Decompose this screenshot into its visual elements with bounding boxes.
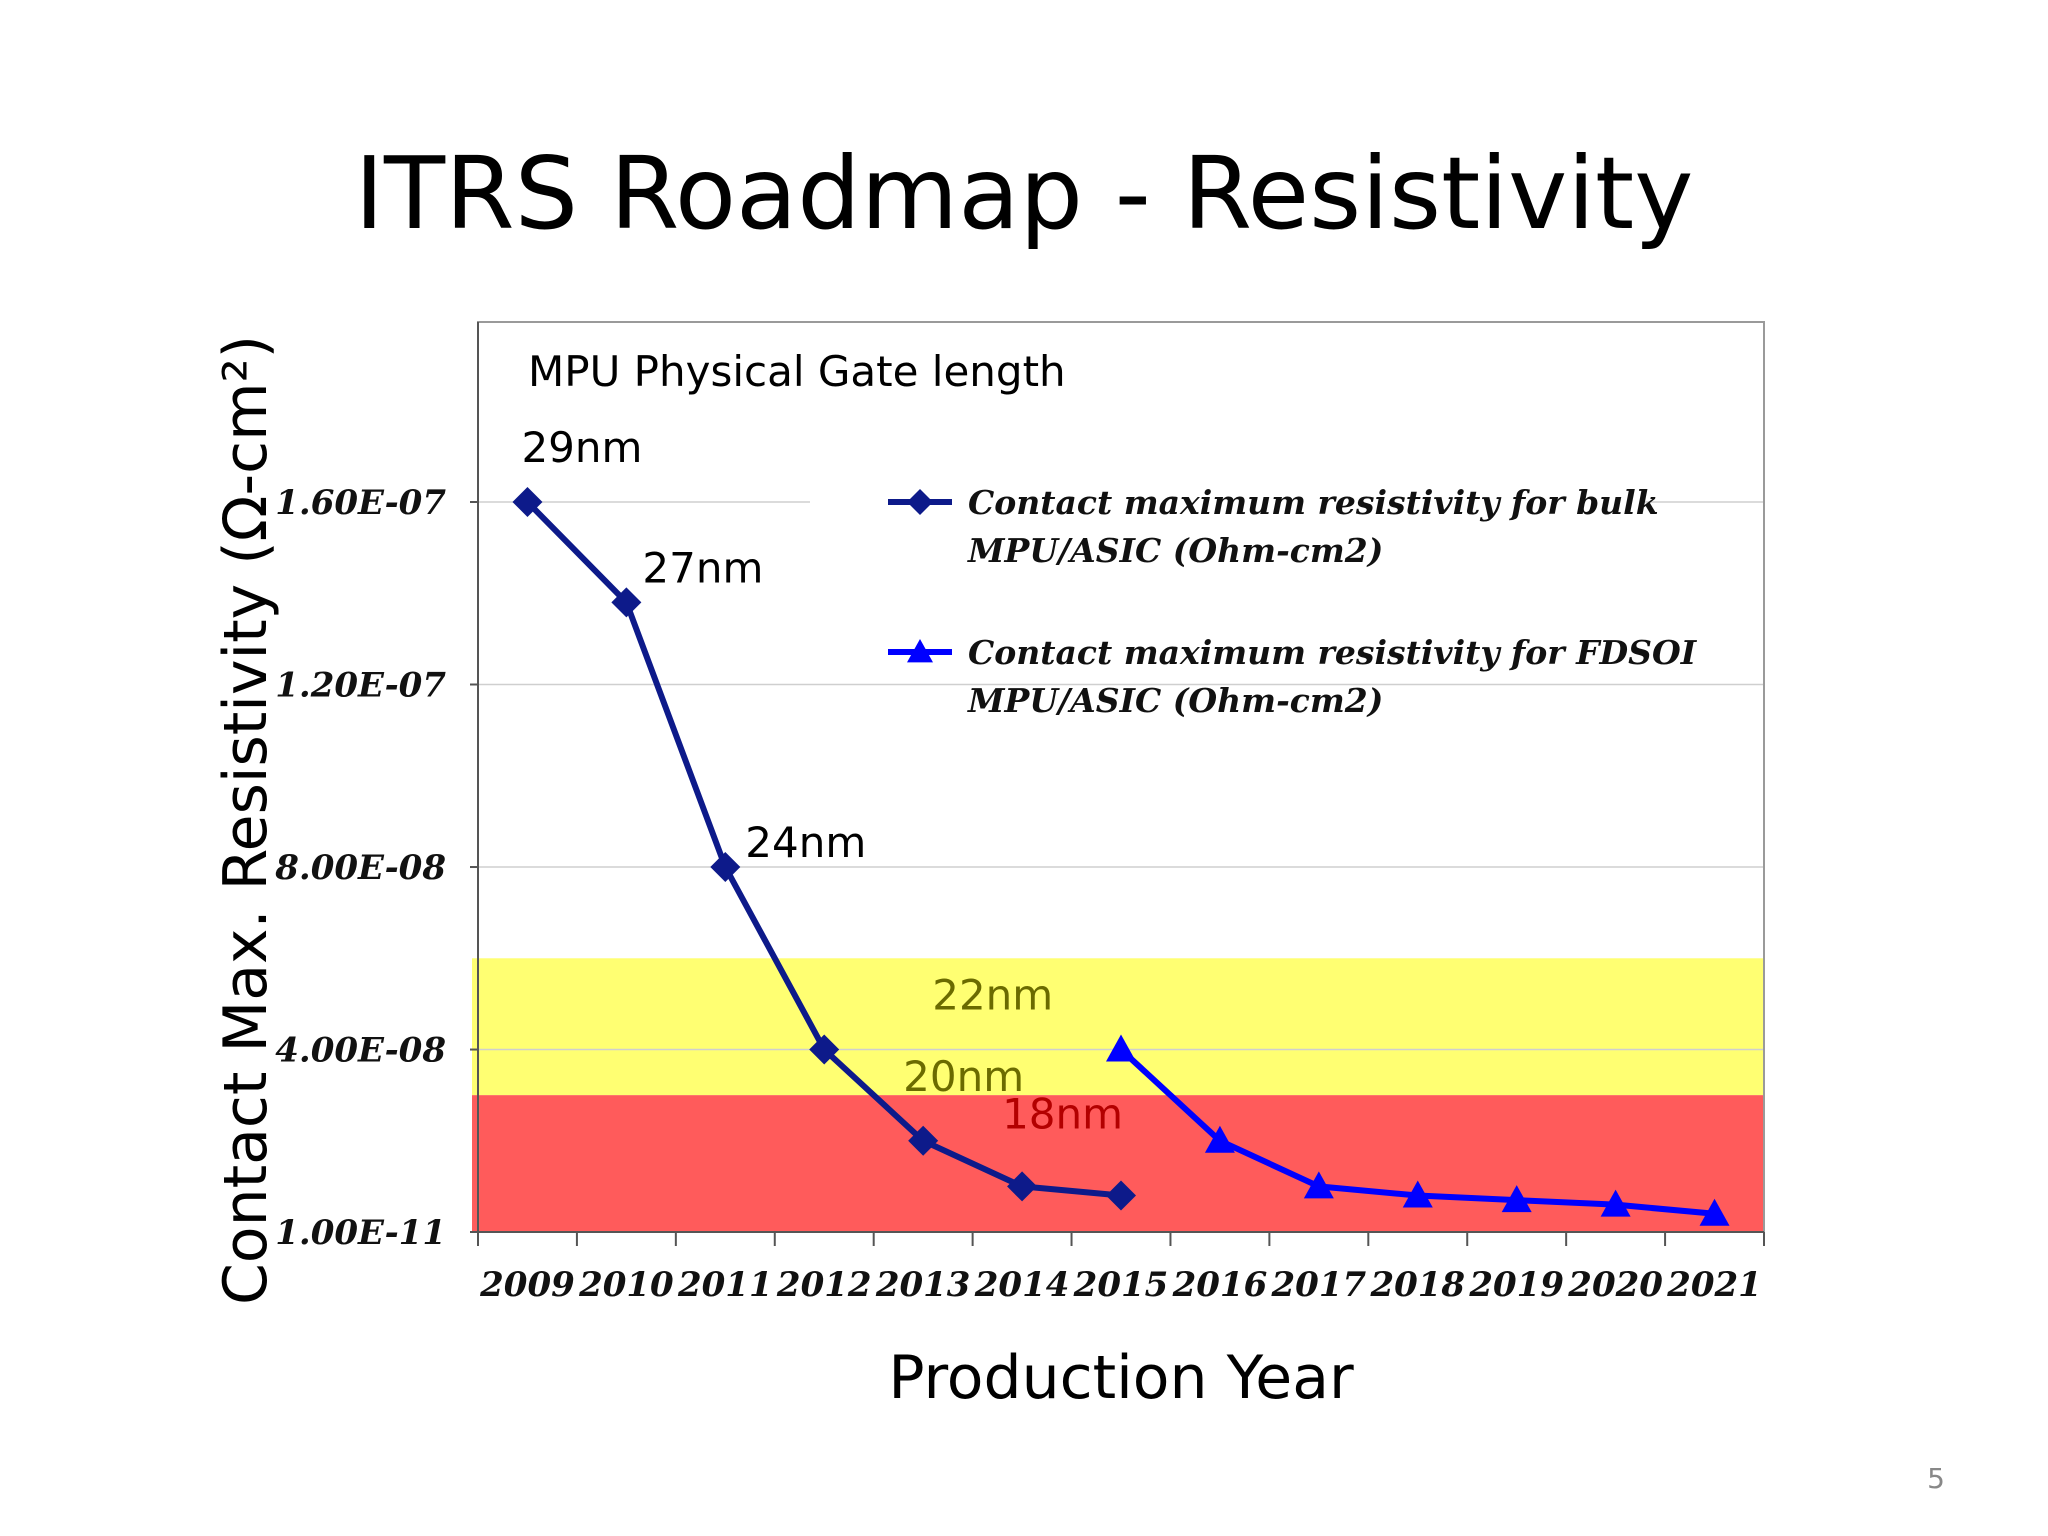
data-point — [710, 852, 741, 883]
x-tick-label: 2013 — [875, 1265, 971, 1305]
legend-label: MPU/ASIC (Ohm-cm2) — [967, 531, 1383, 570]
gate-length-label: 20nm — [903, 1052, 1024, 1101]
x-tick-label: 2018 — [1369, 1265, 1465, 1305]
legend: Contact maximum resistivity for bulk MPU/… — [810, 470, 1698, 720]
x-tick-label: 2010 — [578, 1265, 674, 1305]
page-number: 5 — [1927, 1462, 1945, 1495]
legend-label: Contact maximum resistivity for bulk — [968, 483, 1659, 522]
band-0 — [472, 958, 1764, 1096]
gate-length-label: 24nm — [745, 818, 866, 867]
x-axis: 2009 2010 2011 2012 2013 2014 2015 2016 2017 2018… — [477, 1231, 1765, 1305]
data-point — [1106, 1180, 1136, 1211]
y-tick-label: 4.00E-08 — [275, 1031, 446, 1071]
x-tick-label: 2020 — [1567, 1265, 1663, 1305]
gate-length-label: 29nm — [521, 423, 642, 472]
slide-title: ITRS Roadmap - Resistivity — [355, 135, 1694, 252]
legend-marker — [907, 489, 933, 515]
x-tick-label: 2015 — [1073, 1265, 1169, 1305]
legend-label: MPU/ASIC (Ohm-cm2) — [967, 681, 1383, 720]
legend-marker — [907, 639, 933, 663]
data-point — [1402, 1180, 1433, 1208]
x-tick-label: 2011 — [677, 1265, 773, 1305]
legend-label: Contact maximum resistivity for FDSOI — [968, 633, 1698, 672]
data-point — [611, 587, 642, 618]
data-point — [1600, 1189, 1631, 1217]
y-tick-label: 1.60E-07 — [275, 483, 446, 523]
data-series — [512, 487, 1730, 1226]
data-point — [1106, 1034, 1136, 1062]
gate-length-label: 22nm — [932, 971, 1053, 1020]
data-point — [809, 1034, 840, 1065]
x-tick-label: 2009 — [479, 1265, 575, 1305]
gate-length-label: 18nm — [1002, 1089, 1123, 1138]
data-point — [1699, 1198, 1730, 1226]
x-tick-label: 2012 — [776, 1265, 872, 1305]
x-tick-label: 2017 — [1271, 1265, 1367, 1305]
annotation-heading: MPU Physical Gate length — [528, 347, 1066, 396]
y-axis-title: Contact Max. Resistivity (Ω-cm²) — [211, 335, 281, 1305]
x-tick-label: 2014 — [974, 1265, 1070, 1305]
data-point — [1501, 1185, 1532, 1213]
y-tick-label: 1.20E-07 — [275, 666, 446, 706]
data-point — [1007, 1171, 1038, 1202]
y-tick-label: 8.00E-08 — [274, 848, 446, 888]
gate-length-label: 27nm — [642, 543, 763, 592]
y-axis: 1.00E-11 4.00E-08 8.00E-08 1.20E-07 1.60E-07 — [274, 322, 479, 1253]
x-tick-label: 2021 — [1666, 1265, 1762, 1305]
risk-bands — [472, 958, 1764, 1232]
x-tick-label: 2019 — [1468, 1265, 1564, 1305]
data-point — [1303, 1171, 1334, 1199]
data-point — [512, 487, 543, 517]
gate-length-annotations: MPU Physical Gate length 29nm 27nm 24nm 22nm… — [521, 347, 1123, 1138]
band-1 — [472, 1095, 1764, 1232]
x-tick-label: 2016 — [1172, 1265, 1268, 1305]
data-point — [908, 1125, 939, 1156]
y-tick-label: 1.00E-11 — [275, 1213, 446, 1253]
x-axis-title: Production Year — [888, 1343, 1354, 1413]
data-point — [1204, 1125, 1235, 1153]
